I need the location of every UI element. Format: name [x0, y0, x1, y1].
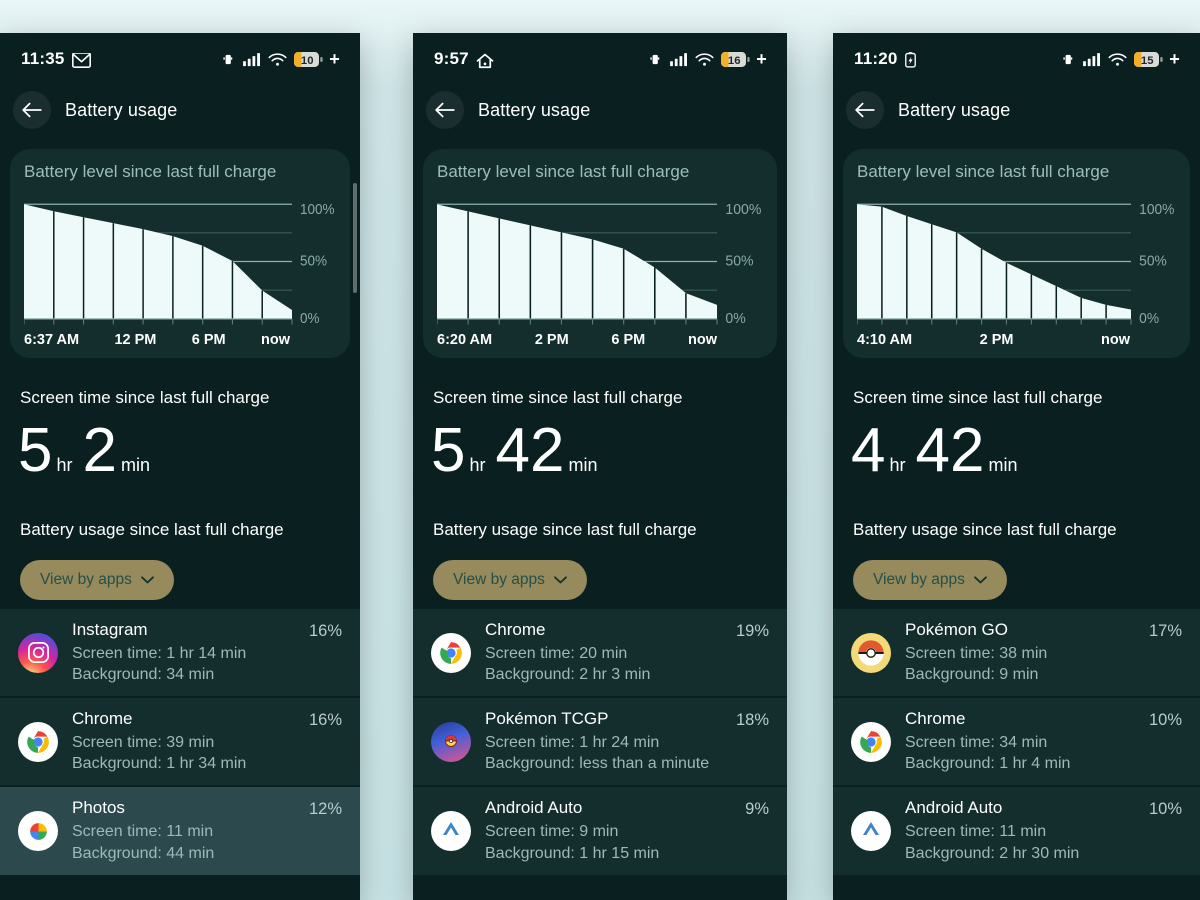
svg-text:100%: 100% [725, 202, 761, 218]
svg-text:0%: 0% [300, 310, 320, 327]
svg-text:15: 15 [1141, 54, 1154, 66]
svg-text:10: 10 [301, 54, 314, 66]
svg-text:100%: 100% [300, 202, 335, 218]
svg-text:0%: 0% [1139, 310, 1159, 327]
svg-text:16: 16 [728, 54, 741, 66]
svg-text:50%: 50% [300, 253, 327, 270]
svg-text:50%: 50% [725, 253, 753, 269]
svg-text:0%: 0% [725, 310, 745, 326]
svg-text:100%: 100% [1139, 202, 1174, 218]
svg-text:50%: 50% [1139, 253, 1167, 270]
